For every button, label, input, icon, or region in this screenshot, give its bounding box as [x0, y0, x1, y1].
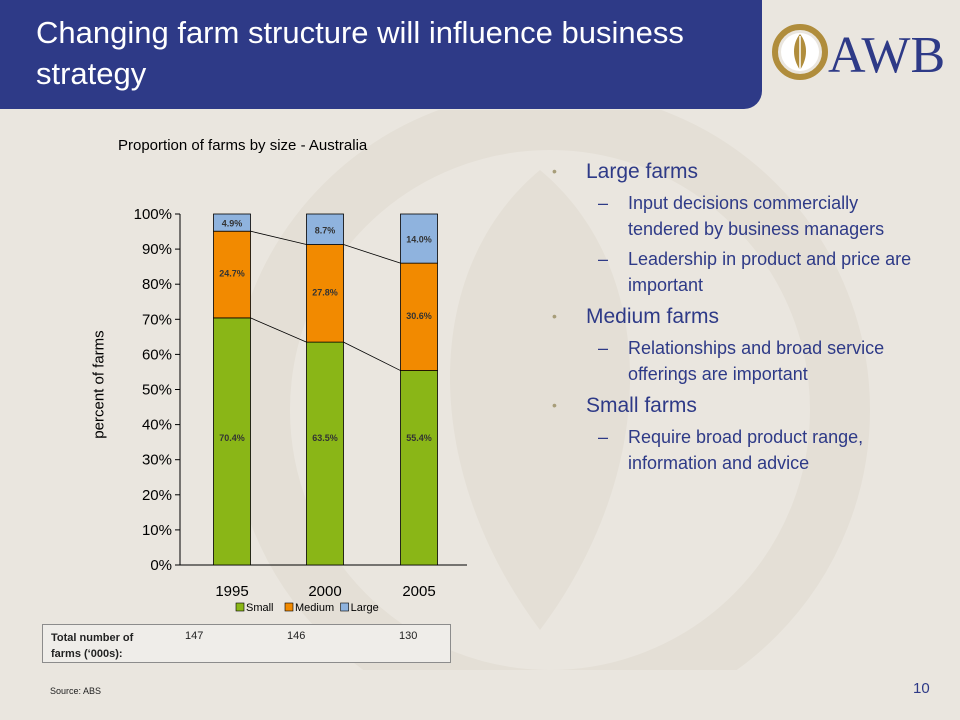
x-tick-label: 1995 [215, 583, 248, 600]
sub-dash: – [598, 427, 609, 447]
source-note: Source: ABS [50, 686, 102, 696]
bullet-list: • Large farms – Input decisions commercial… [552, 158, 932, 481]
legend-label-small: Small [246, 602, 274, 614]
legend-swatch-medium [284, 602, 294, 612]
y-tick-label: 100% [134, 206, 172, 223]
legend-label-medium: Medium [295, 602, 334, 614]
series-line [250, 230, 307, 245]
data-label-small-1995: 70.4% [219, 433, 245, 443]
sub-text: Relationships and broad service offering… [628, 338, 885, 384]
data-label-large-2000: 8.7% [315, 225, 336, 235]
farm-count-label: Total number of farms (‘000s): [51, 632, 134, 660]
bar-large-2000 [306, 213, 344, 245]
farm-count-1995: 147 [185, 630, 204, 642]
y-tick-label: 40% [142, 417, 172, 434]
sub-text: Input decisions commercially tendered by… [628, 193, 885, 239]
y-tick-label: 20% [142, 487, 172, 504]
farm-count-2005: 130 [399, 630, 418, 642]
y-tick-label: 60% [142, 346, 172, 363]
sub-dash: – [598, 249, 609, 269]
sub-dash: – [598, 193, 609, 213]
legend-label-large: Large [351, 602, 379, 614]
slide-title: Changing farm structure will influence b… [36, 15, 684, 91]
y-tick-label: 30% [142, 452, 172, 469]
farm-count-2000: 146 [287, 630, 306, 642]
watermark-logo [230, 110, 870, 670]
bullet-dot: • [552, 397, 557, 413]
awb-wheat-logo: AWB [772, 24, 945, 82]
bullet-text: Small farms [586, 394, 697, 417]
y-tick-label: 70% [142, 311, 172, 328]
bar-small-2005 [400, 370, 438, 566]
sub-text: Require broad product range, information… [628, 427, 864, 473]
bullet-text: Large farms [586, 160, 699, 183]
x-tick-label: 2005 [402, 583, 435, 600]
logo-text: AWB [828, 27, 945, 82]
data-label-small-2005: 55.4% [406, 433, 432, 443]
bar-large-2005 [400, 213, 438, 264]
bullet-large: • Large farms [552, 158, 932, 185]
sub-bullet: – Relationships and broad service offerin… [552, 336, 932, 387]
sub-bullet: – Input decisions commercially tendered b… [552, 191, 932, 242]
page-number: 10 [913, 680, 930, 697]
data-label-medium-1995: 24.7% [219, 268, 245, 278]
title-banner: Changing farm structure will influence b… [0, 0, 762, 109]
bar-large-1995 [213, 213, 251, 232]
farm-count-table: Total number of farms (‘000s): 147 146 1… [42, 624, 451, 663]
data-label-medium-2005: 30.6% [406, 311, 432, 321]
series-line [250, 317, 307, 343]
series-line [343, 244, 401, 264]
x-tick-label: 2000 [308, 583, 341, 600]
bar-small-2000 [306, 341, 344, 566]
bar-medium-1995 [213, 230, 251, 319]
bullet-small: • Small farms [552, 392, 932, 419]
legend-swatch-large [340, 602, 349, 612]
series-line [343, 341, 401, 371]
data-label-large-2005: 14.0% [406, 235, 432, 245]
sub-dash: – [598, 338, 609, 358]
sub-bullet: – Require broad product range, informatio… [552, 425, 932, 476]
y-tick-label: 90% [142, 241, 172, 258]
bullet-dot: • [552, 163, 557, 179]
y-tick-label: 10% [142, 522, 172, 539]
sub-bullet: – Leadership in product and price are imp… [552, 247, 932, 298]
bullet-text: Medium farms [586, 305, 720, 328]
data-label-large-1995: 4.9% [222, 219, 243, 229]
bullet-dot: • [552, 308, 557, 324]
legend-swatch-small [235, 602, 245, 612]
data-label-small-2000: 63.5% [312, 433, 338, 443]
y-tick-label: 50% [142, 382, 172, 399]
bar-small-1995 [213, 317, 251, 566]
bullet-medium: • Medium farms [552, 303, 932, 330]
sub-text: Leadership in product and price are impo… [628, 249, 912, 295]
y-tick-label: 0% [150, 557, 172, 574]
chart-title: Proportion of farms by size - Australia [118, 137, 368, 154]
y-tick-label: 80% [142, 276, 172, 293]
bar-medium-2000 [306, 244, 344, 343]
data-label-medium-2000: 27.8% [312, 287, 338, 297]
